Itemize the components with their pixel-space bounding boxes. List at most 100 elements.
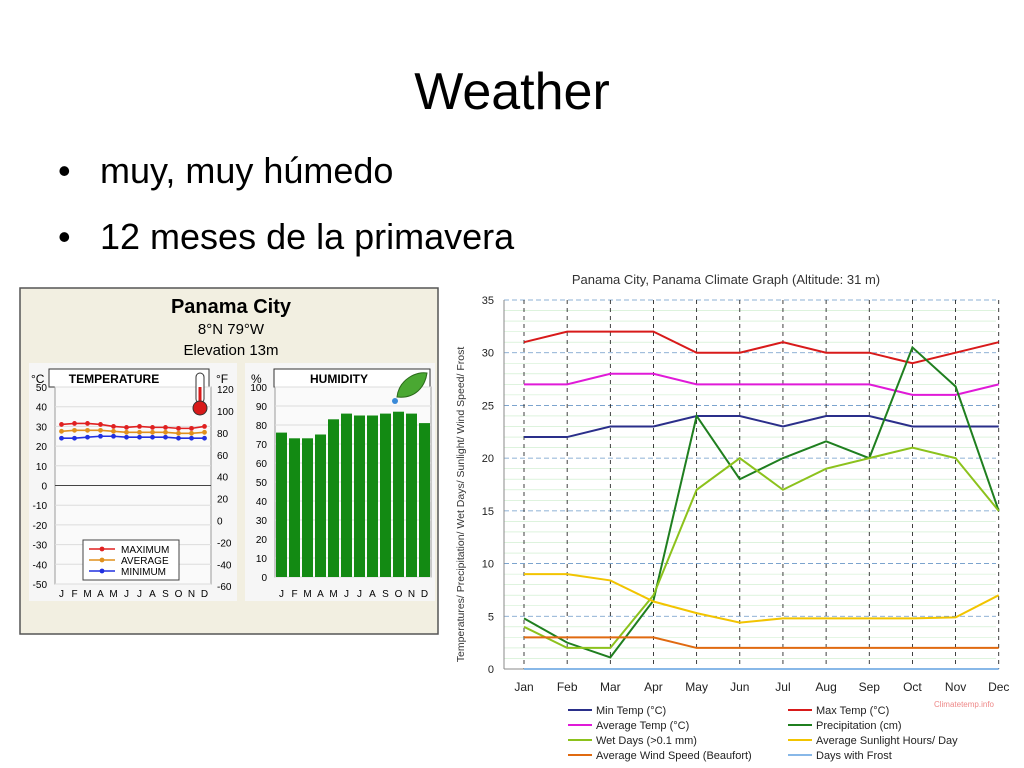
fahrenheit-tick: 100 xyxy=(217,407,234,418)
temperature-point xyxy=(124,434,129,440)
month-tick: D xyxy=(201,589,208,600)
climate-line-0 xyxy=(524,414,999,439)
humidity-bar xyxy=(276,432,287,577)
fahrenheit-tick: 40 xyxy=(217,473,229,484)
climate-legend-label: Average Sunlight Hours/ Day xyxy=(816,735,958,747)
fahrenheit-label: °F xyxy=(216,372,228,386)
climate-y-tick: 35 xyxy=(482,295,494,307)
month-tick: J xyxy=(59,589,64,600)
humidity-bar xyxy=(380,413,391,577)
humidity-panel-label: HUMIDITY xyxy=(310,372,368,386)
climate-legend-label: Average Wind Speed (Beaufort) xyxy=(596,750,752,762)
month-tick: F xyxy=(291,589,297,600)
climate-y-tick: 15 xyxy=(482,506,494,518)
climate-x-tick: Oct xyxy=(903,680,922,694)
climate-y-tick: 10 xyxy=(482,559,494,571)
thermometer-bulb xyxy=(192,400,208,416)
fahrenheit-tick: 60 xyxy=(217,451,229,462)
month-tick: J xyxy=(279,589,284,600)
celsius-label: °C xyxy=(31,372,45,386)
celsius-tick: -20 xyxy=(33,521,48,532)
month-tick: A xyxy=(369,589,376,600)
water-drop xyxy=(392,398,398,404)
climate-legend-label: Max Temp (°C) xyxy=(816,705,889,717)
bullet-dot: • xyxy=(58,150,71,191)
temperature-point xyxy=(189,425,194,431)
humidity-bar xyxy=(315,434,326,577)
humidity-bar xyxy=(406,413,417,577)
climate-legend-label: Min Temp (°C) xyxy=(596,705,666,717)
fahrenheit-tick: -40 xyxy=(217,560,232,571)
humidity-tick: 60 xyxy=(256,459,268,470)
month-tick: D xyxy=(421,589,428,600)
celsius-tick: 40 xyxy=(36,403,48,414)
bullet-item: • 12 meses de la primavera xyxy=(58,212,514,278)
month-tick: J xyxy=(344,589,349,600)
month-tick: M xyxy=(303,589,311,600)
month-tick: F xyxy=(71,589,77,600)
temperature-point xyxy=(137,434,142,440)
month-tick: O xyxy=(175,589,183,600)
legend-label: AVERAGE xyxy=(121,556,169,567)
temperature-point xyxy=(124,429,129,435)
climate-x-tick: Jul xyxy=(775,680,790,694)
celsius-tick: -10 xyxy=(33,501,48,512)
climate-x-tick: May xyxy=(685,680,708,694)
month-tick: S xyxy=(382,589,389,600)
temperature-point xyxy=(111,433,116,439)
climate-x-tick: Jun xyxy=(730,680,749,694)
month-tick: M xyxy=(109,589,117,600)
temperature-point xyxy=(163,424,168,430)
month-tick: A xyxy=(149,589,156,600)
temperature-point xyxy=(137,429,142,435)
climate-line-3 xyxy=(523,345,1000,659)
humidity-tick: 40 xyxy=(256,497,268,508)
month-tick: N xyxy=(188,589,195,600)
slide-title: Weather xyxy=(414,63,610,121)
climate-line-5 xyxy=(524,573,1000,624)
celsius-tick: -50 xyxy=(33,580,48,591)
temperature-point xyxy=(189,430,194,436)
temperature-point xyxy=(202,435,207,441)
celsius-tick: 0 xyxy=(41,482,47,493)
temperature-point xyxy=(72,427,77,433)
celsius-tick: -30 xyxy=(33,541,48,552)
humidity-tick: 30 xyxy=(256,516,268,527)
month-tick: J xyxy=(124,589,129,600)
legend-label: MAXIMUM xyxy=(121,545,169,556)
temperature-point xyxy=(163,429,168,435)
month-tick: N xyxy=(408,589,415,600)
humidity-bar xyxy=(354,415,365,577)
percent-label: % xyxy=(251,372,262,386)
temperature-point xyxy=(85,434,90,440)
temperature-point xyxy=(59,435,64,441)
temperature-point xyxy=(137,424,142,429)
city-title: Panama City xyxy=(171,296,292,318)
celsius-tick: 30 xyxy=(36,422,48,433)
temperature-point xyxy=(202,429,207,435)
temperature-point xyxy=(98,422,103,427)
climate-legend-label: Average Temp (°C) xyxy=(596,720,689,732)
month-tick: M xyxy=(83,589,91,600)
temperature-point xyxy=(176,435,181,441)
temperature-point xyxy=(85,427,90,433)
coordinates-label: 8°N 79°W xyxy=(198,321,265,338)
legend-marker xyxy=(99,568,105,574)
temperature-point xyxy=(111,424,116,429)
temperature-point xyxy=(176,425,181,431)
fahrenheit-tick: 80 xyxy=(217,429,229,440)
temperature-point xyxy=(124,424,129,430)
bullet-item: • muy, muy húmedo xyxy=(58,146,514,212)
month-tick: M xyxy=(329,589,337,600)
temperature-point xyxy=(72,421,77,426)
climate-legend-label: Wet Days (>0.1 mm) xyxy=(596,735,697,747)
climate-line-1 xyxy=(523,330,999,365)
thermometer-icon xyxy=(192,372,208,416)
temperature-point xyxy=(202,424,207,429)
climate-x-tick: Aug xyxy=(815,680,836,694)
temperature-point xyxy=(176,430,181,436)
humidity-tick: 70 xyxy=(256,440,268,451)
celsius-tick: -40 xyxy=(33,560,48,571)
elevation-label: Elevation 13m xyxy=(183,342,278,359)
humidity-tick: 20 xyxy=(256,535,268,546)
